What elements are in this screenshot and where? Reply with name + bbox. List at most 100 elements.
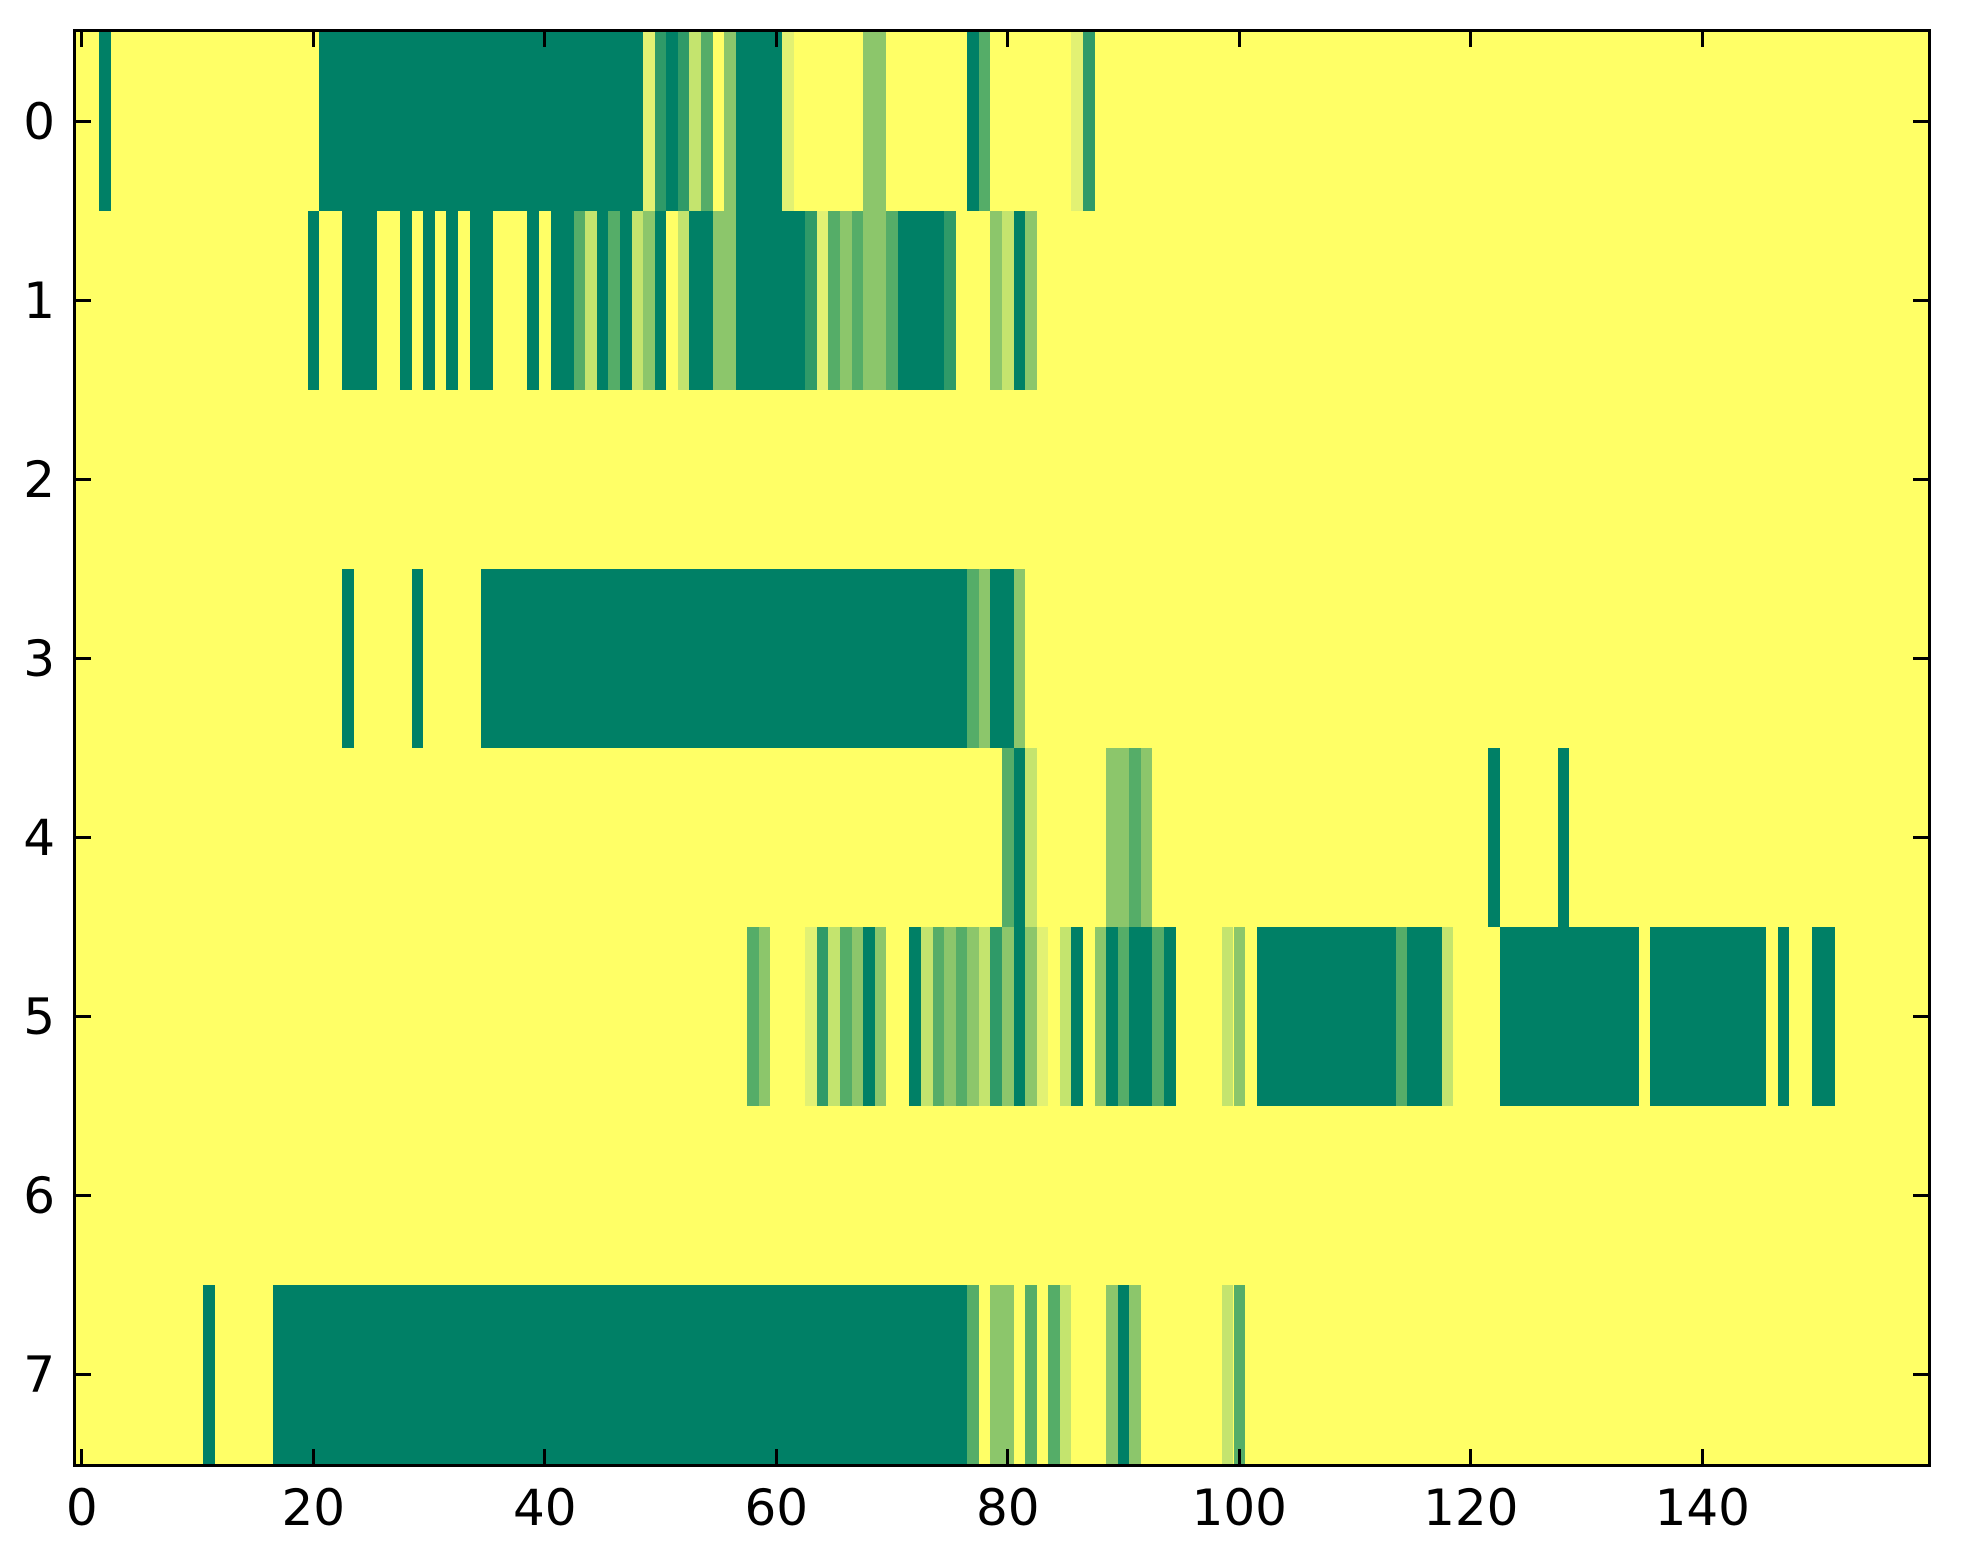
- heatmap-cell-row1: [828, 211, 840, 390]
- heatmap-cell-row1: [527, 211, 539, 390]
- x-tick-label-40: 40: [512, 1479, 577, 1537]
- heatmap-cell-row0: [735, 32, 783, 211]
- heatmap-cell-row5: [839, 927, 852, 1106]
- heatmap-cell-row5: [747, 927, 759, 1106]
- heatmap-cell-row7: [1059, 1285, 1072, 1464]
- heatmap-cell-row1: [712, 211, 736, 390]
- x-tick-top: [543, 32, 547, 47]
- heatmap-cell-row1: [469, 211, 493, 390]
- x-tick-top: [1700, 32, 1704, 47]
- heatmap-cell-row0: [701, 32, 713, 211]
- heatmap-cell-row5: [1036, 927, 1049, 1106]
- heatmap-cell-row4: [1488, 748, 1500, 927]
- heatmap-cell-row5: [851, 927, 864, 1106]
- x-tick-bottom: [1469, 1449, 1473, 1464]
- y-tick-label-6: 6: [23, 1166, 55, 1225]
- heatmap-cell-row5: [1395, 927, 1408, 1106]
- heatmap-cell-row4: [1106, 748, 1130, 927]
- heatmap-cell-row0: [1071, 32, 1083, 211]
- x-tick-top: [80, 32, 84, 47]
- heatmap-cell-row5: [1256, 927, 1396, 1106]
- heatmap-cell-row7: [1117, 1285, 1130, 1464]
- y-tick-left: [76, 478, 91, 481]
- x-tick-label-80: 80: [975, 1479, 1040, 1537]
- y-tick-right: [1913, 478, 1928, 481]
- heatmap-cell-row0: [99, 32, 111, 211]
- x-tick-bottom: [1237, 1449, 1241, 1464]
- heatmap-cell-row1: [805, 211, 817, 390]
- heatmap-cell-row1: [1025, 211, 1037, 390]
- y-tick-left: [76, 1015, 91, 1018]
- heatmap-cell-row1: [863, 211, 887, 390]
- heatmap-cell-row1: [654, 211, 667, 390]
- y-tick-right: [1913, 299, 1928, 302]
- heatmap-cell-row1: [423, 211, 435, 390]
- heatmap-cell-row1: [307, 211, 320, 390]
- heatmap-cell-row0: [967, 32, 979, 211]
- heatmap-cell-row4: [1129, 748, 1141, 927]
- heatmap-cell-row1: [573, 211, 586, 390]
- heatmap-cell-row5: [1152, 927, 1165, 1106]
- heatmap-cell-row0: [782, 32, 794, 211]
- heatmap-cell-row0: [1083, 32, 1095, 211]
- heatmap-cell-row5: [828, 927, 840, 1106]
- heatmap-cell-row0: [863, 32, 887, 211]
- heatmap-cell-row1: [342, 211, 377, 390]
- y-tick-right: [1913, 1015, 1928, 1018]
- y-tick-label-4: 4: [23, 808, 55, 867]
- heatmap-cell-row7: [990, 1285, 1014, 1464]
- heatmap-cell-row0: [643, 32, 655, 211]
- y-tick-label-0: 0: [23, 92, 55, 151]
- heatmap-cell-row5: [955, 927, 968, 1106]
- heatmap-cell-row5: [1025, 927, 1037, 1106]
- heatmap-cell-row7: [1106, 1285, 1118, 1464]
- heatmap-cell-row7: [967, 1285, 979, 1464]
- heatmap-cell-row0: [978, 32, 991, 211]
- heatmap-cell-row1: [944, 211, 956, 390]
- heatmap-cell-row5: [978, 927, 991, 1106]
- heatmap-cell-row1: [897, 211, 945, 390]
- heatmap-cell-row5: [758, 927, 771, 1106]
- heatmap-cell-row7: [1025, 1285, 1037, 1464]
- heatmap-cell-row1: [677, 211, 690, 390]
- heatmap-cell-row0: [666, 32, 678, 211]
- heatmap-cell-row7: [1129, 1285, 1141, 1464]
- heatmap-cell-row0: [689, 32, 702, 211]
- x-tick-top: [311, 32, 315, 47]
- heatmap-cell-row0: [677, 32, 690, 211]
- heatmap-cell-row1: [816, 211, 829, 390]
- heatmap-cell-row5: [1407, 927, 1442, 1106]
- heatmap-cell-row1: [1013, 211, 1026, 390]
- heatmap-cell-row5: [920, 927, 933, 1106]
- heatmap-cell-row7: [272, 1285, 968, 1464]
- y-tick-label-3: 3: [23, 629, 55, 688]
- plot-area: [73, 29, 1931, 1467]
- heatmap-cell-row5: [816, 927, 829, 1106]
- heatmap-cell-row1: [990, 211, 1002, 390]
- heatmap-cell-row1: [851, 211, 864, 390]
- heatmap-cell-row5: [1059, 927, 1072, 1106]
- y-tick-label-5: 5: [23, 987, 55, 1046]
- heatmap-cell-row5: [1094, 927, 1107, 1106]
- heatmap-cell-row5: [1117, 927, 1130, 1106]
- x-tick-label-0: 0: [65, 1479, 98, 1537]
- heatmap-cell-row3: [481, 569, 968, 748]
- heatmap-cell-row1: [585, 211, 597, 390]
- y-tick-left: [76, 299, 91, 302]
- heatmap-cell-row5: [990, 927, 1002, 1106]
- heatmap-cell-row5: [1650, 927, 1766, 1106]
- heatmap-cell-row5: [967, 927, 979, 1106]
- heatmap-cell-row1: [620, 211, 632, 390]
- heatmap-cell-row1: [1002, 211, 1014, 390]
- x-tick-top: [1237, 32, 1241, 47]
- y-tick-label-1: 1: [23, 271, 55, 330]
- heatmap-cell-row5: [944, 927, 956, 1106]
- heatmap-cell-row1: [886, 211, 898, 390]
- heatmap-cell-row5: [1002, 927, 1014, 1106]
- heatmap-cell-row1: [550, 211, 574, 390]
- y-tick-left: [76, 120, 91, 123]
- x-tick-label-100: 100: [1191, 1479, 1287, 1537]
- x-tick-bottom: [543, 1449, 547, 1464]
- x-tick-bottom: [80, 1449, 84, 1464]
